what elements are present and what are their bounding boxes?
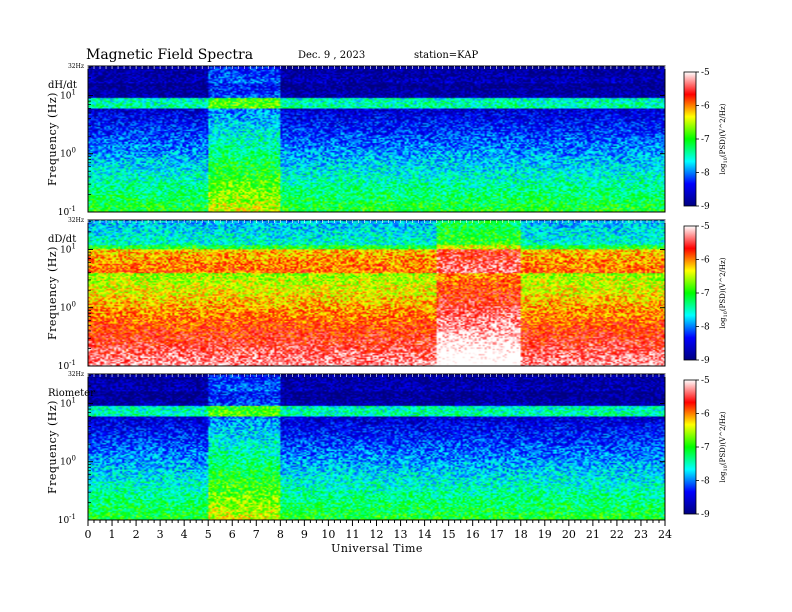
spectrogram-image (88, 66, 665, 212)
x-tick-label: 20 (562, 528, 576, 541)
x-tick-label: 4 (181, 528, 188, 541)
colorbar-tick-label: -9 (701, 202, 710, 212)
colorbar (683, 71, 697, 207)
colorbar-tick-label: -8 (701, 477, 710, 487)
x-tick-label: 5 (205, 528, 212, 541)
y-tick-label: 100 (60, 147, 76, 160)
colorbar-tick-label: -9 (701, 510, 710, 520)
time-axis: 0 1 2 3 4 5 6 7 8 9 10 11 12 13 14 15 16 17 18 19 20 21 22 23 24 (85, 520, 672, 541)
x-tick-label: 3 (157, 528, 164, 541)
panel-label: dH/dt (48, 80, 77, 91)
date-label: Dec. 9 , 2023 (298, 50, 365, 61)
x-tick-label: 21 (586, 528, 600, 541)
y-axis-label: Frequency (Hz) (46, 400, 59, 494)
panel-label: dD/dt (48, 234, 76, 245)
figure-title: Magnetic Field Spectra (86, 47, 253, 63)
spectrogram-image (88, 374, 665, 520)
x-tick-label: 24 (658, 528, 672, 541)
x-tick-label: 22 (610, 528, 624, 541)
colorbar (683, 225, 697, 361)
x-axis-label: Universal Time (331, 542, 423, 555)
y-tick-label: 101 (60, 88, 76, 101)
x-tick-label: 16 (466, 528, 480, 541)
colorbar (683, 379, 697, 515)
colorbar-tick-label: -7 (701, 289, 710, 299)
x-tick-label: 7 (253, 528, 260, 541)
colorbar-tick-label: -7 (701, 135, 710, 145)
colorbar-tick-label: -5 (701, 68, 710, 78)
x-tick-label: 23 (634, 528, 648, 541)
colorbar-tick-label: -7 (701, 443, 710, 453)
colorbar-label: log10(PSD)(V^2/Hz) (719, 257, 729, 328)
colorbar-label: log10(PSD)(V^2/Hz) (719, 103, 729, 174)
x-tick-label: 12 (370, 528, 384, 541)
y-tick-label: 10-1 (58, 205, 76, 218)
y-tick-label: 10-1 (58, 359, 76, 372)
x-tick-label: 9 (301, 528, 308, 541)
colorbar-tick-label: -6 (701, 102, 710, 112)
x-tick-label: 6 (229, 528, 236, 541)
y-tick-label: 101 (60, 242, 76, 255)
y-axis-label: Frequency (Hz) (46, 92, 59, 186)
x-tick-label: 11 (345, 528, 359, 541)
y-tick-label: 100 (60, 455, 76, 468)
colorbar-tick-label: -5 (701, 222, 710, 232)
panel-label: Riometer (48, 388, 95, 399)
y-tick-label: 100 (60, 301, 76, 314)
colorbar-tick-label: -6 (701, 256, 710, 266)
x-tick-label: 17 (490, 528, 504, 541)
colorbar-tick-label: -8 (701, 169, 710, 179)
x-tick-label: 0 (85, 528, 92, 541)
y-axis-label: Frequency (Hz) (46, 246, 59, 340)
x-tick-label: 10 (321, 528, 335, 541)
colorbar-tick-label: -6 (701, 410, 710, 420)
x-tick-label: 13 (394, 528, 408, 541)
max-frequency-label: 32Hz (68, 217, 84, 224)
x-tick-label: 8 (277, 528, 284, 541)
colorbar-tick-label: -8 (701, 323, 710, 333)
max-frequency-label: 32Hz (68, 63, 84, 70)
x-tick-label: 15 (442, 528, 456, 541)
colorbar-label: log10(PSD)(V^2/Hz) (719, 411, 729, 482)
y-tick-label: 10-1 (58, 513, 76, 526)
y-tick-label: 101 (60, 396, 76, 409)
colorbar-tick-label: -9 (701, 356, 710, 366)
station-label: station=KAP (414, 50, 478, 61)
max-frequency-label: 32Hz (68, 371, 84, 378)
x-tick-label: 2 (133, 528, 140, 541)
spectrogram-image (88, 220, 665, 366)
x-tick-label: 18 (514, 528, 528, 541)
x-tick-label: 14 (418, 528, 432, 541)
x-tick-label: 1 (109, 528, 116, 541)
colorbar-tick-label: -5 (701, 376, 710, 386)
x-tick-label: 19 (538, 528, 552, 541)
